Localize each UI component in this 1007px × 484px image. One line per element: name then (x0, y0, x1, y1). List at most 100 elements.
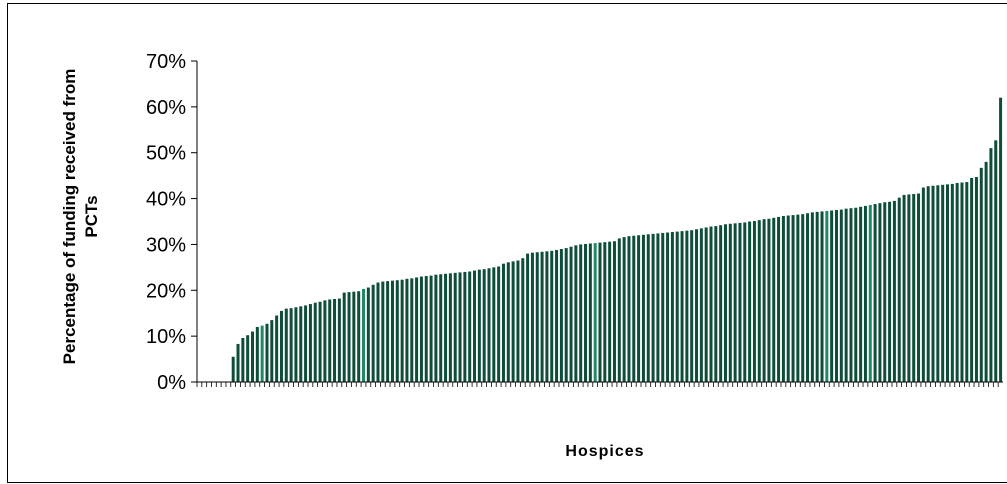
bar (251, 331, 254, 382)
bar (970, 177, 974, 382)
bar (598, 242, 602, 382)
bar (892, 200, 896, 382)
bar (878, 203, 882, 382)
bar (246, 335, 250, 382)
bar (921, 187, 925, 382)
bar (656, 233, 660, 382)
bar (820, 211, 824, 382)
bar (651, 233, 655, 382)
bar (738, 222, 742, 382)
bar (622, 237, 626, 382)
bar (386, 281, 390, 382)
bar (270, 320, 274, 382)
y-tick-label: 60% (146, 97, 186, 119)
bar (318, 301, 322, 382)
bar (545, 251, 549, 382)
bar (304, 305, 308, 382)
bar (941, 184, 945, 382)
bar (670, 232, 674, 382)
bar (883, 202, 887, 382)
bar (366, 287, 370, 382)
x-axis-title: Hospices (565, 443, 644, 460)
bar (477, 269, 481, 382)
bar (405, 278, 409, 382)
bar (907, 194, 911, 382)
bar (979, 167, 983, 382)
bar (646, 234, 650, 382)
bar (627, 236, 631, 382)
y-tick-label: 20% (146, 280, 186, 302)
bar (241, 337, 245, 382)
bar (825, 210, 829, 382)
bar (448, 273, 452, 382)
bar (641, 234, 645, 382)
chart-frame: 0% 10% 20% 30% 40% 50% 60% 70% Percentage of fu… (7, 3, 1007, 483)
bar (912, 193, 916, 382)
bar (603, 242, 607, 382)
bar (284, 308, 288, 382)
bar (371, 284, 375, 382)
bar (308, 304, 312, 382)
bar (868, 204, 872, 382)
bar (989, 148, 993, 382)
bar (974, 177, 978, 382)
bar (410, 278, 414, 382)
bar (873, 204, 877, 382)
bar (511, 261, 515, 382)
bar (236, 343, 240, 382)
bar (439, 274, 443, 382)
bar (574, 245, 578, 382)
bar (786, 215, 790, 382)
bar (931, 185, 935, 382)
bar (352, 291, 356, 382)
bar (994, 140, 998, 382)
bar (516, 260, 520, 382)
bar (796, 214, 800, 382)
bar (902, 194, 906, 382)
bar (294, 307, 298, 382)
bar (680, 231, 684, 382)
bar (897, 197, 901, 382)
bar (555, 249, 559, 382)
bar (946, 184, 949, 382)
bar (487, 268, 491, 382)
bar (569, 246, 573, 382)
bar (260, 325, 264, 382)
bar (347, 292, 351, 382)
bar (791, 215, 795, 382)
bar (704, 227, 708, 382)
bar (559, 249, 563, 382)
bar (463, 271, 467, 382)
bar (390, 280, 394, 382)
y-axis-title-line2: PCTs (82, 195, 101, 237)
bar (666, 232, 670, 382)
bar (859, 206, 863, 382)
bar (395, 280, 399, 382)
bar (424, 276, 428, 382)
bar (473, 270, 477, 382)
bar (357, 291, 361, 382)
y-tick-label: 30% (146, 234, 186, 256)
bar-series (231, 97, 1003, 382)
bar (506, 262, 510, 382)
bar (458, 272, 462, 382)
bar (608, 241, 612, 382)
bar (482, 269, 486, 382)
bar (289, 308, 293, 382)
bar (830, 210, 834, 382)
bar (501, 263, 505, 382)
y-tick-label: 10% (146, 326, 186, 348)
bar (637, 235, 641, 382)
bar (695, 229, 699, 382)
bar (550, 250, 554, 382)
bar (984, 161, 988, 382)
bar (275, 315, 279, 382)
y-tick-label: 0% (157, 372, 186, 394)
bar (593, 243, 597, 382)
bar (955, 182, 959, 382)
bar (584, 243, 588, 382)
bar (888, 201, 892, 382)
bar (255, 326, 259, 382)
bar (777, 216, 781, 382)
bar (999, 97, 1003, 382)
